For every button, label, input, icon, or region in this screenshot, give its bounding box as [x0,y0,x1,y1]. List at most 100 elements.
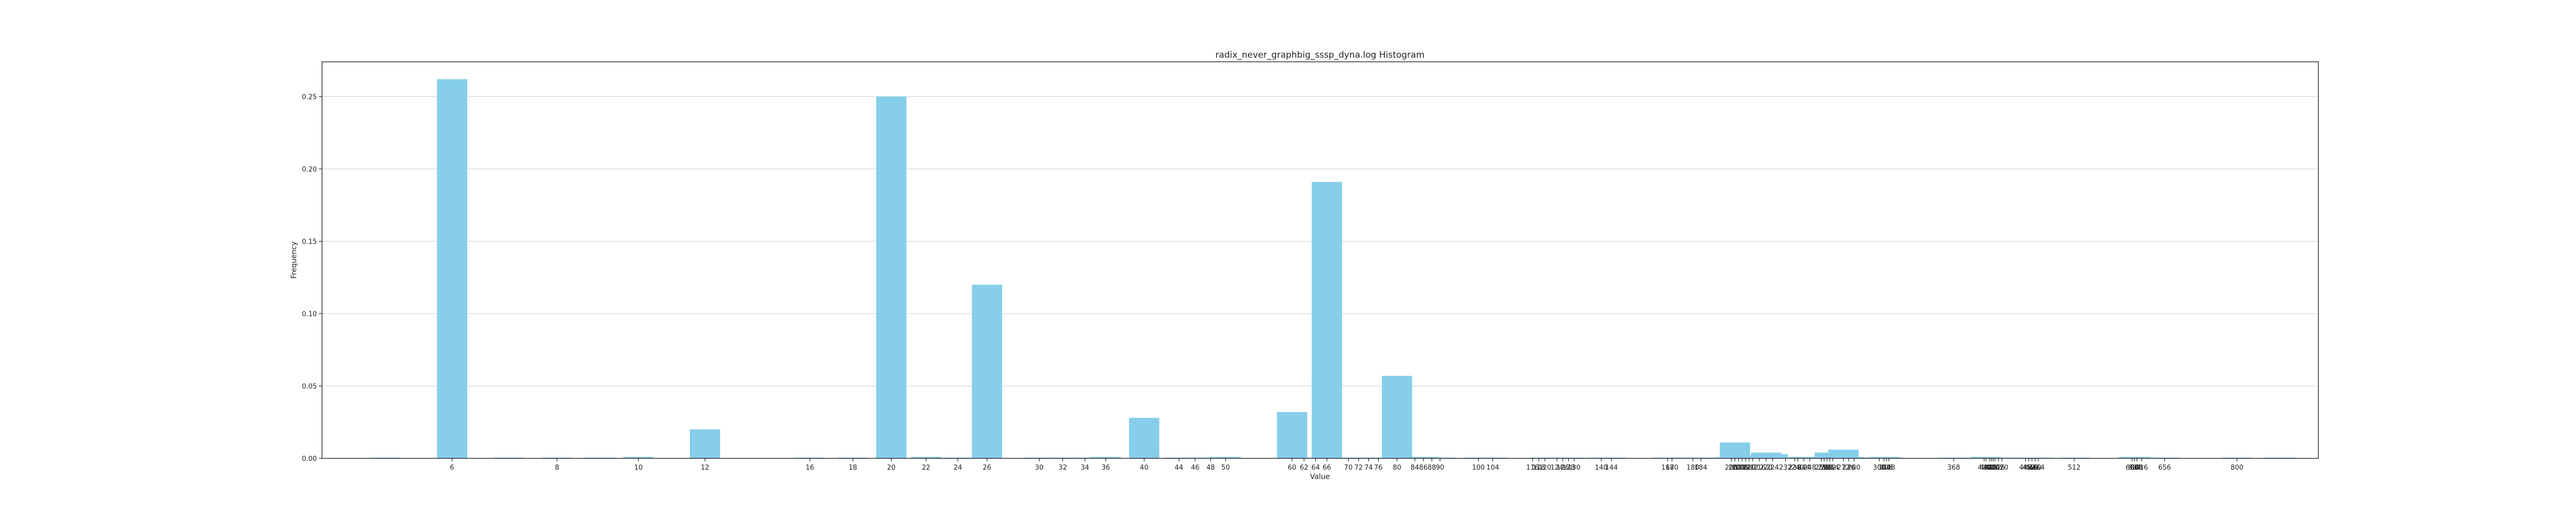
histogram-bar [2119,457,2150,458]
x-tick-label: 10 [634,464,643,472]
y-tick-label: 0.20 [302,166,317,174]
x-tick-label: 104 [1486,464,1499,472]
y-tick-label: 0.00 [302,455,317,463]
x-tick-label: 608 [2130,464,2143,472]
x-tick-label: 44 [1175,464,1183,472]
x-tick-label: 616 [2136,464,2148,472]
x-tick-label: 16 [806,464,815,472]
x-tick-label: 46 [1191,464,1200,472]
x-tick-label: 304 [1877,464,1890,472]
x-tick-label: 258 [1818,464,1831,472]
x-tick-label: 210 [1743,464,1756,472]
x-tick-label: 238 [1788,464,1801,472]
x-tick-label: 512 [2068,464,2081,472]
x-tick-label: 76 [1374,464,1383,472]
histogram-bar [689,429,720,458]
x-tick-label: 262 [1823,464,1836,472]
x-tick-label: 402 [1979,464,1992,472]
x-axis-ticks: 6 8 10 12 16 18 20 22 24 26 30 32 34 36 40 44 46 48 50 60 62… [450,458,2243,472]
x-tick-label: 180 [1686,464,1699,472]
x-tick-label: 280 [1848,464,1860,472]
histogram-bar [623,457,654,458]
x-tick-label: 410 [1987,464,1999,472]
x-tick-label: 130 [1568,464,1581,472]
x-tick-label: 184 [1694,464,1707,472]
x-tick-label: 144 [1605,464,1618,472]
histogram-bar [1277,412,1308,458]
x-tick-label: 464 [2032,464,2045,472]
x-tick-label: 408 [1985,464,1998,472]
histogram-bar [1408,457,1439,458]
y-tick-label: 0.15 [302,238,317,246]
x-tick-label: 400 [1978,464,1991,472]
histogram-bar [876,96,907,458]
x-tick-label: 36 [1101,464,1110,472]
x-axis-label: Value [1310,473,1330,481]
x-tick-label: 232 [1779,464,1792,472]
histogram-bar [1828,450,1859,458]
x-tick-label: 248 [1803,464,1816,472]
x-tick-label: 26 [983,464,992,472]
x-tick-label: 204 [1732,464,1745,472]
x-tick-label: 416 [1992,464,2005,472]
histogram-bar [1210,457,1241,458]
x-tick-label: 800 [2231,464,2244,472]
x-tick-label: 40 [1140,464,1149,472]
x-tick-label: 272 [1837,464,1850,472]
x-tick-label: 308 [1883,464,1895,472]
histogram-bar [1129,418,1160,458]
x-tick-label: 656 [2158,464,2171,472]
histogram-bar [911,457,941,458]
x-tick-label: 128 [1562,464,1575,472]
x-tick-label: 126 [1556,464,1569,472]
x-tick-label: 88 [1428,464,1436,472]
x-tick-label: 64 [1311,464,1320,472]
y-axis-ticks: 0.00 0.05 0.10 0.15 0.20 0.25 [302,93,322,463]
x-tick-label: 140 [1595,464,1607,472]
histogram-bar [1090,457,1121,458]
x-tick-label: 368 [1947,464,1960,472]
chart-title: radix_never_graphbig_sssp_dyna.log Histo… [1215,50,1425,60]
x-tick-label: 118 [1532,464,1545,472]
histogram-bar [1312,182,1342,458]
histogram-bar [1788,457,1819,458]
x-tick-label: 206 [1736,464,1749,472]
histogram-bar [1869,457,1900,458]
x-tick-label: 124 [1551,464,1564,472]
x-tick-label: 220 [1759,464,1772,472]
x-tick-label: 70 [1344,464,1353,472]
x-tick-label: 30 [1035,464,1044,472]
x-tick-label: 170 [1666,464,1679,472]
histogram-bar [1971,457,2002,458]
x-tick-label: 300 [1873,464,1886,472]
x-tick-label: 60 [1288,464,1297,472]
x-tick-label: 86 [1419,464,1428,472]
x-tick-label: 72 [1354,464,1363,472]
x-tick-label: 260 [1821,464,1834,472]
histogram-bar [1382,375,1413,458]
x-tick-label: 306 [1880,464,1893,472]
x-tick-label: 452 [2022,464,2035,472]
x-tick-label: 448 [2019,464,2032,472]
x-tick-label: 8 [555,464,559,472]
x-tick-label: 20 [887,464,896,472]
x-tick-label: 90 [1436,464,1445,472]
x-tick-label: 74 [1364,464,1373,472]
x-tick-label: 202 [1728,464,1741,472]
x-tick-label: 420 [1995,464,2008,472]
bars [370,79,2295,458]
x-tick-label: 224 [1766,464,1779,472]
y-tick-label: 0.05 [302,383,317,390]
x-tick-label: 12 [701,464,709,472]
x-tick-label: 22 [922,464,930,472]
x-tick-label: 6 [450,464,454,472]
x-tick-label: 406 [1983,464,1996,472]
x-tick-label: 240 [1791,464,1804,472]
x-tick-label: 412 [1989,464,2002,472]
histogram-bar [1770,457,1801,458]
y-tick-label: 0.25 [302,93,317,101]
x-tick-label: 34 [1080,464,1089,472]
x-tick-label: 50 [1222,464,1230,472]
x-tick-label: 100 [1472,464,1485,472]
